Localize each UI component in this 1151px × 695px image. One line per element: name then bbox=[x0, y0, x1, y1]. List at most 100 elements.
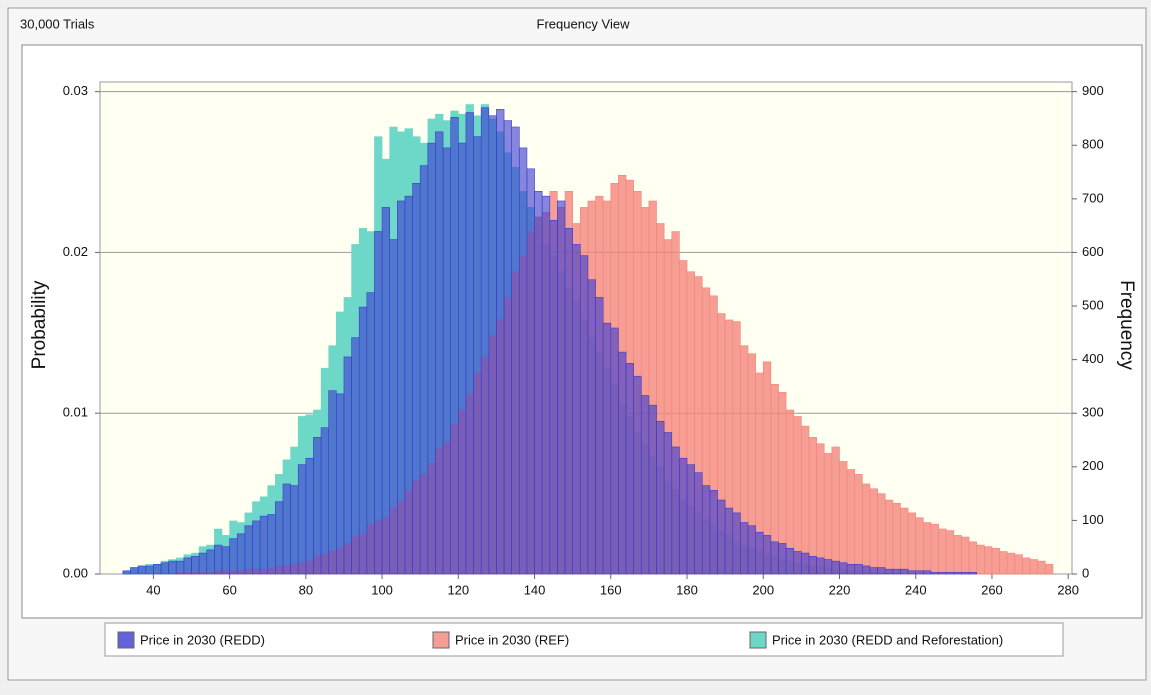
x-tick-label: 200 bbox=[752, 582, 774, 597]
bar bbox=[900, 507, 909, 575]
y2-tick-label: 100 bbox=[1082, 512, 1104, 527]
bar bbox=[450, 117, 459, 575]
bar bbox=[801, 425, 810, 575]
x-tick-label: 220 bbox=[829, 582, 851, 597]
bar bbox=[465, 112, 474, 575]
bar bbox=[236, 533, 246, 575]
bar bbox=[191, 556, 200, 575]
bar bbox=[175, 560, 185, 575]
bar bbox=[831, 446, 840, 575]
bar bbox=[488, 115, 497, 575]
bar bbox=[427, 142, 436, 575]
bar bbox=[442, 147, 451, 575]
y-tick-label: 0.01 bbox=[63, 405, 88, 420]
bar bbox=[183, 557, 192, 575]
bar bbox=[709, 490, 718, 575]
bar bbox=[526, 168, 535, 575]
bar bbox=[374, 231, 383, 575]
bar bbox=[496, 109, 505, 575]
bar bbox=[503, 120, 512, 575]
bar bbox=[282, 483, 291, 575]
bar bbox=[808, 437, 817, 575]
y2-tick-label: 400 bbox=[1082, 351, 1104, 366]
x-tick-label: 40 bbox=[146, 582, 160, 597]
bar bbox=[206, 549, 215, 575]
bar bbox=[930, 523, 939, 575]
bar bbox=[511, 126, 520, 575]
y2-tick-label: 500 bbox=[1082, 297, 1104, 312]
bar bbox=[976, 544, 985, 575]
bar bbox=[412, 182, 421, 575]
bar bbox=[480, 107, 490, 575]
bar bbox=[884, 499, 894, 575]
x-tick-label: 60 bbox=[222, 582, 236, 597]
bar bbox=[290, 485, 299, 575]
bar bbox=[168, 560, 177, 575]
bar bbox=[610, 327, 619, 575]
bar bbox=[579, 255, 589, 575]
bar bbox=[953, 535, 962, 575]
bar bbox=[930, 572, 939, 575]
bar bbox=[793, 416, 802, 575]
chart-title: Frequency View bbox=[537, 16, 631, 31]
bar bbox=[671, 446, 680, 575]
bar bbox=[961, 572, 970, 575]
bar bbox=[259, 515, 269, 575]
y2-tick-label: 0 bbox=[1082, 565, 1089, 580]
bar bbox=[778, 543, 787, 575]
x-tick-label: 80 bbox=[299, 582, 313, 597]
bar bbox=[244, 525, 253, 575]
bar bbox=[656, 420, 665, 575]
bar bbox=[945, 572, 955, 575]
bar bbox=[694, 472, 703, 575]
legend-label: Price in 2030 (REDD and Reforestation) bbox=[772, 632, 1003, 647]
bar bbox=[839, 562, 848, 575]
trials-label: 30,000 Trials bbox=[20, 16, 95, 31]
bar bbox=[839, 461, 848, 575]
bar bbox=[534, 191, 543, 575]
bar bbox=[747, 525, 756, 575]
bar bbox=[358, 306, 368, 575]
bar bbox=[900, 568, 909, 575]
y2-tick-label: 800 bbox=[1082, 137, 1104, 152]
bar bbox=[945, 530, 955, 575]
bar bbox=[831, 560, 840, 575]
bar bbox=[275, 501, 284, 575]
bar bbox=[229, 538, 238, 575]
bar bbox=[991, 547, 1000, 575]
bar bbox=[816, 443, 825, 575]
bar bbox=[564, 228, 573, 575]
bar bbox=[633, 375, 642, 575]
bar bbox=[640, 395, 650, 575]
y2-axis-label: Frequency bbox=[1116, 280, 1137, 370]
bar bbox=[381, 207, 390, 575]
y2-tick-label: 600 bbox=[1082, 244, 1104, 259]
bar bbox=[518, 147, 528, 575]
bar bbox=[755, 531, 764, 575]
bar bbox=[602, 322, 612, 575]
y2-tick-label: 900 bbox=[1082, 83, 1104, 98]
bar bbox=[153, 564, 162, 575]
bar bbox=[214, 544, 223, 575]
bar bbox=[793, 551, 802, 575]
legend-swatch bbox=[432, 631, 450, 649]
x-tick-label: 260 bbox=[981, 582, 1003, 597]
bar bbox=[1029, 559, 1038, 575]
legend bbox=[104, 622, 1064, 657]
legend-label: Price in 2030 (REF) bbox=[455, 632, 569, 647]
bar bbox=[907, 570, 917, 575]
bar bbox=[404, 195, 413, 575]
bar bbox=[473, 136, 482, 575]
bar bbox=[541, 195, 551, 575]
bar bbox=[679, 457, 688, 575]
bar bbox=[648, 404, 657, 575]
bar bbox=[343, 356, 352, 575]
bar bbox=[1006, 552, 1016, 575]
bar bbox=[458, 142, 467, 575]
y-tick-label: 0.03 bbox=[63, 83, 88, 98]
bar bbox=[587, 279, 596, 575]
bar bbox=[663, 432, 673, 575]
bar bbox=[137, 565, 147, 575]
bar bbox=[267, 514, 276, 575]
bar bbox=[732, 512, 741, 575]
